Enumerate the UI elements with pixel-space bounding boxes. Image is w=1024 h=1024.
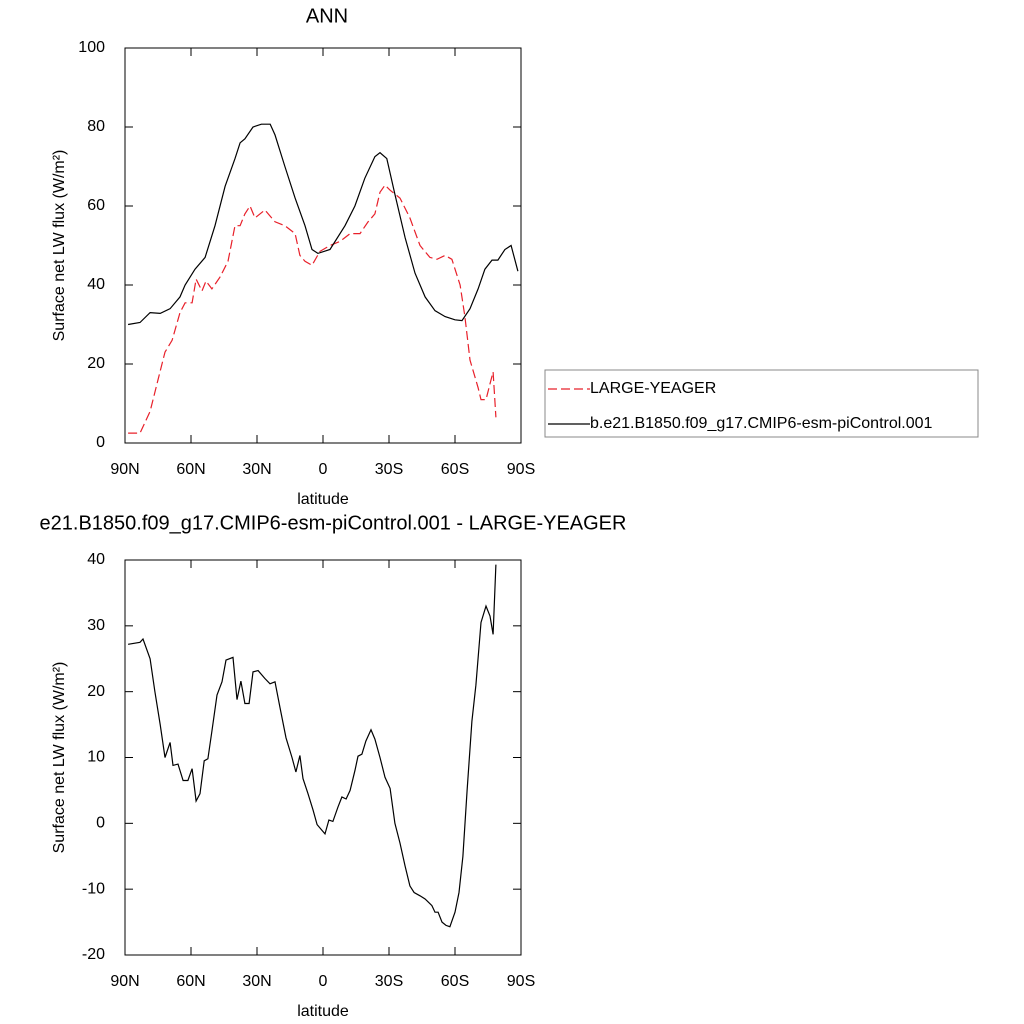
x-tick-label: 30S [375, 461, 403, 478]
y-tick-label: 10 [87, 749, 105, 766]
x-tick-label: 90N [110, 461, 139, 478]
data-line [128, 564, 497, 928]
y-tick-label: 0 [96, 815, 105, 832]
y-tick-label: 20 [87, 355, 105, 372]
x-tick-label: 90S [507, 461, 535, 478]
y-axis-label: Surface net LW flux (W/m²) [51, 150, 68, 342]
x-axis-label: latitude [297, 1003, 349, 1020]
chart-title: e21.B1850.f09_g17.CMIP6-esm-piControl.00… [40, 512, 627, 534]
y-axis-label: Surface net LW flux (W/m²) [51, 662, 68, 854]
legend-label: LARGE-YEAGER [590, 380, 716, 397]
data-line [128, 123, 519, 326]
x-axis-label: latitude [297, 491, 349, 508]
y-tick-label: -20 [82, 946, 105, 963]
x-tick-label: 60S [441, 461, 469, 478]
y-tick-label: 100 [78, 39, 105, 56]
y-tick-label: 40 [87, 276, 105, 293]
y-tick-label: 60 [87, 197, 105, 214]
legend-label: b.e21.B1850.f09_g17.CMIP6-esm-piControl.… [590, 415, 933, 432]
x-tick-label: 60N [176, 973, 205, 990]
y-tick-label: 20 [87, 683, 105, 700]
plot-frame [124, 559, 522, 956]
data-line [128, 184, 497, 434]
y-tick-label: 40 [87, 551, 105, 568]
x-tick-label: 30N [242, 461, 271, 478]
x-tick-label: 60N [176, 461, 205, 478]
x-tick-label: 90N [110, 973, 139, 990]
x-tick-label: 90S [507, 973, 535, 990]
y-tick-label: 0 [96, 434, 105, 451]
y-tick-label: -10 [82, 880, 105, 897]
x-tick-label: 30N [242, 973, 271, 990]
y-tick-label: 80 [87, 118, 105, 135]
x-tick-label: 30S [375, 973, 403, 990]
x-tick-label: 60S [441, 973, 469, 990]
chart-title: ANN [306, 5, 348, 27]
x-tick-label: 0 [319, 973, 328, 990]
x-tick-label: 0 [319, 461, 328, 478]
plot-frame [124, 47, 522, 444]
y-tick-label: 30 [87, 617, 105, 634]
legend-box [544, 369, 979, 438]
